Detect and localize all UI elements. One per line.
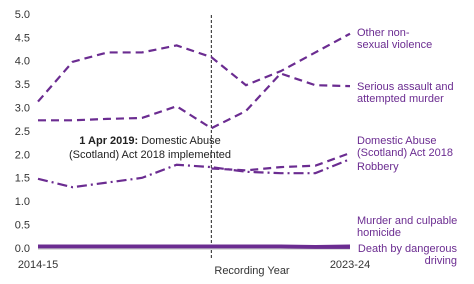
annotation: 1 Apr 2019: Domestic Abuse (Scotland) Ac… — [40, 134, 260, 162]
y-tick-label: 0.0 — [15, 243, 30, 255]
annotation-date: 1 Apr 2019: — [79, 135, 139, 147]
y-tick-label: 2.5 — [15, 126, 30, 138]
x-axis-title: Recording Year — [214, 265, 290, 277]
y-tick-label: 1.0 — [15, 196, 30, 208]
y-tick-label: 5.0 — [15, 9, 30, 21]
y-tick-label: 1.5 — [15, 173, 30, 185]
y-tick-label: 0.5 — [15, 220, 30, 232]
series-label: Serious assault and attempted murder — [357, 81, 454, 105]
y-tick-label: 3.0 — [15, 103, 30, 115]
x-tick-label: 2014-15 — [18, 259, 58, 271]
x-tick-label: 2023-24 — [330, 259, 370, 271]
series-line — [37, 32, 351, 103]
series-label: Murder and culpable homicide — [357, 215, 458, 239]
y-tick-label: 4.0 — [15, 56, 30, 68]
y-tick-label: 4.5 — [15, 32, 30, 44]
y-tick-label: 3.5 — [15, 79, 30, 91]
annotation-text: Domestic Abuse (Scotland) Act 2018 imple… — [68, 135, 232, 161]
series-label: Robbery — [357, 161, 399, 173]
y-tick-label: 2.0 — [15, 149, 30, 161]
series-label: Domestic Abuse (Scotland) Act 2018 — [357, 135, 454, 159]
series-label: Other non- sexual violence — [357, 27, 433, 51]
series-line — [37, 158, 351, 189]
series-line — [38, 72, 351, 130]
series-label: Death by dangerous driving — [357, 243, 457, 267]
series-line — [211, 152, 351, 172]
